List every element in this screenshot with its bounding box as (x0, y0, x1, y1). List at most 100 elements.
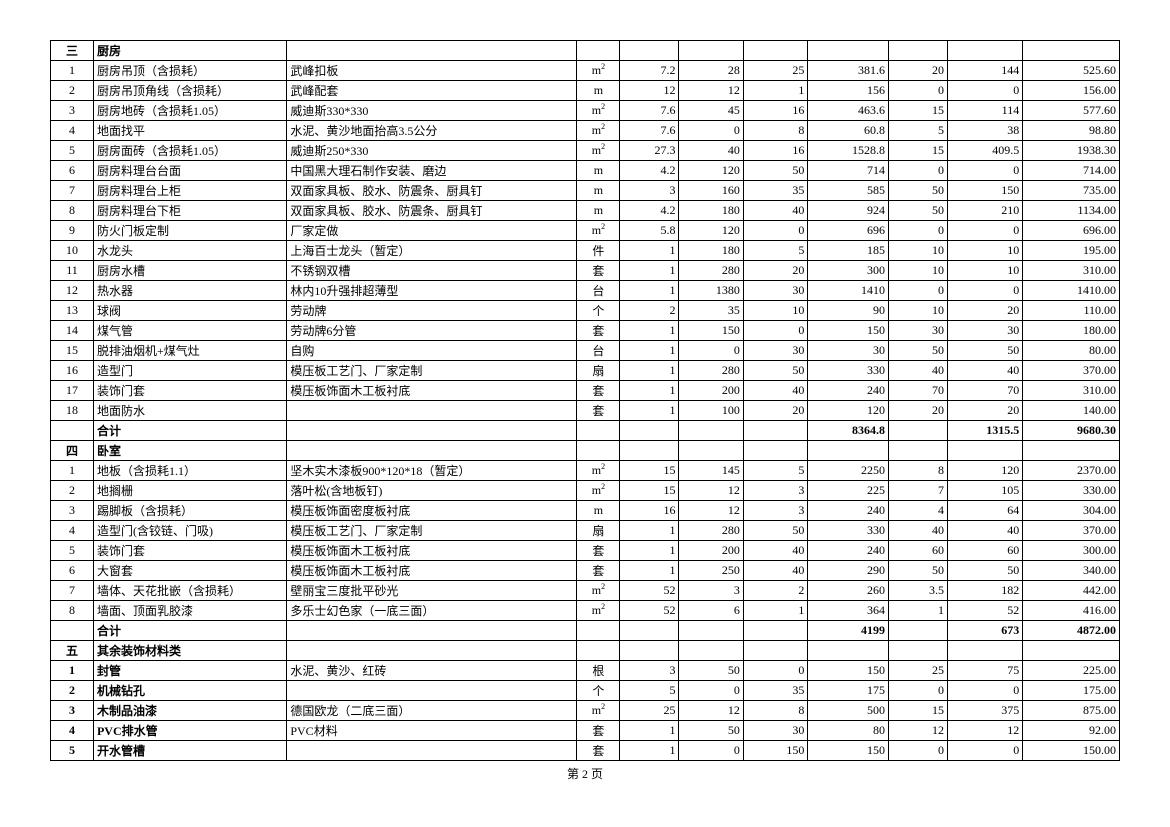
row-p2: 16 (743, 101, 807, 121)
row-unit: m2 (577, 701, 620, 721)
row-p3: 60 (888, 541, 947, 561)
row-s3: 150.00 (1023, 741, 1120, 761)
row-num: 4 (51, 121, 94, 141)
row-p3: 10 (888, 241, 947, 261)
row-spec: 劳动牌6分管 (287, 321, 577, 341)
row-spec: 双面家具板、胶水、防震条、厨具钉 (287, 181, 577, 201)
row-p1: 250 (679, 561, 743, 581)
row-s2: 0 (948, 161, 1023, 181)
row-name: 水龙头 (93, 241, 286, 261)
row-s3: 310.00 (1023, 261, 1120, 281)
row-s3: 370.00 (1023, 521, 1120, 541)
row-s1: 1410 (808, 281, 889, 301)
row-num: 18 (51, 401, 94, 421)
row-unit: m2 (577, 121, 620, 141)
row-s3: 370.00 (1023, 361, 1120, 381)
row-name: 厨房料理台上柜 (93, 181, 286, 201)
row-p2: 20 (743, 401, 807, 421)
row-unit: m2 (577, 101, 620, 121)
row-s1: 185 (808, 241, 889, 261)
row-s1: 381.6 (808, 61, 889, 81)
row-q: 1 (620, 281, 679, 301)
row-unit: 台 (577, 341, 620, 361)
row-p2: 35 (743, 181, 807, 201)
row-name: 封管 (93, 661, 286, 681)
row-s1: 260 (808, 581, 889, 601)
row-s3: 875.00 (1023, 701, 1120, 721)
row-num: 11 (51, 261, 94, 281)
row-s2: 12 (948, 721, 1023, 741)
row-p3: 25 (888, 661, 947, 681)
row-num: 3 (51, 101, 94, 121)
row-q: 3 (620, 181, 679, 201)
row-s3: 2370.00 (1023, 461, 1120, 481)
budget-table: 三厨房1厨房吊顶（含损耗）武峰扣板m27.22825381.620144525.… (50, 40, 1120, 761)
row-spec: 水泥、黄沙、红砖 (287, 661, 577, 681)
row-s3: 80.00 (1023, 341, 1120, 361)
row-name: 球阀 (93, 301, 286, 321)
row-unit: m (577, 501, 620, 521)
row-s3: 696.00 (1023, 221, 1120, 241)
row-p2: 0 (743, 221, 807, 241)
row-q: 15 (620, 481, 679, 501)
row-spec: 模压板饰面木工板衬底 (287, 541, 577, 561)
row-unit: 套 (577, 381, 620, 401)
row-p2: 1 (743, 81, 807, 101)
row-p1: 0 (679, 121, 743, 141)
row-spec: 坚木实木漆板900*120*18（暂定） (287, 461, 577, 481)
row-name: 开水管槽 (93, 741, 286, 761)
row-num: 5 (51, 741, 94, 761)
row-p2: 1 (743, 601, 807, 621)
row-p3: 15 (888, 101, 947, 121)
row-num: 13 (51, 301, 94, 321)
row-s1: 330 (808, 521, 889, 541)
row-p1: 200 (679, 381, 743, 401)
row-p1: 35 (679, 301, 743, 321)
row-unit: 根 (577, 661, 620, 681)
row-spec: 威迪斯250*330 (287, 141, 577, 161)
row-p3: 70 (888, 381, 947, 401)
row-spec (287, 741, 577, 761)
row-p3: 7 (888, 481, 947, 501)
row-s3: 175.00 (1023, 681, 1120, 701)
row-p1: 280 (679, 521, 743, 541)
row-p3: 15 (888, 141, 947, 161)
row-num: 16 (51, 361, 94, 381)
row-p1: 120 (679, 161, 743, 181)
row-spec: 武峰配套 (287, 81, 577, 101)
row-spec: 德国欧龙（二底三面） (287, 701, 577, 721)
row-p2: 50 (743, 521, 807, 541)
row-spec: 多乐士幻色家（一底三面） (287, 601, 577, 621)
row-s3: 304.00 (1023, 501, 1120, 521)
row-p1: 0 (679, 741, 743, 761)
row-s1: 150 (808, 741, 889, 761)
row-p1: 1380 (679, 281, 743, 301)
row-spec: 武峰扣板 (287, 61, 577, 81)
row-p2: 20 (743, 261, 807, 281)
row-spec: PVC材料 (287, 721, 577, 741)
row-s1: 330 (808, 361, 889, 381)
row-s2: 20 (948, 401, 1023, 421)
row-unit: m (577, 201, 620, 221)
row-name: 厨房吊顶（含损耗） (93, 61, 286, 81)
row-s2: 64 (948, 501, 1023, 521)
row-spec: 模压板饰面木工板衬底 (287, 381, 577, 401)
row-s2: 144 (948, 61, 1023, 81)
row-name: 木制品油漆 (93, 701, 286, 721)
row-spec: 劳动牌 (287, 301, 577, 321)
row-p1: 100 (679, 401, 743, 421)
row-s1: 1528.8 (808, 141, 889, 161)
row-unit: m2 (577, 221, 620, 241)
row-s1: 290 (808, 561, 889, 581)
row-unit: m2 (577, 601, 620, 621)
row-s2: 0 (948, 681, 1023, 701)
row-name: 装饰门套 (93, 381, 286, 401)
row-s2: 114 (948, 101, 1023, 121)
row-spec: 模压板饰面木工板衬底 (287, 561, 577, 581)
row-q: 52 (620, 581, 679, 601)
row-num: 3 (51, 501, 94, 521)
row-q: 1 (620, 561, 679, 581)
row-p1: 45 (679, 101, 743, 121)
row-num: 4 (51, 521, 94, 541)
row-num: 2 (51, 81, 94, 101)
